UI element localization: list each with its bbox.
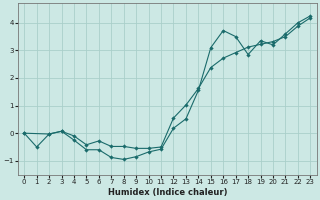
X-axis label: Humidex (Indice chaleur): Humidex (Indice chaleur) xyxy=(108,188,227,197)
